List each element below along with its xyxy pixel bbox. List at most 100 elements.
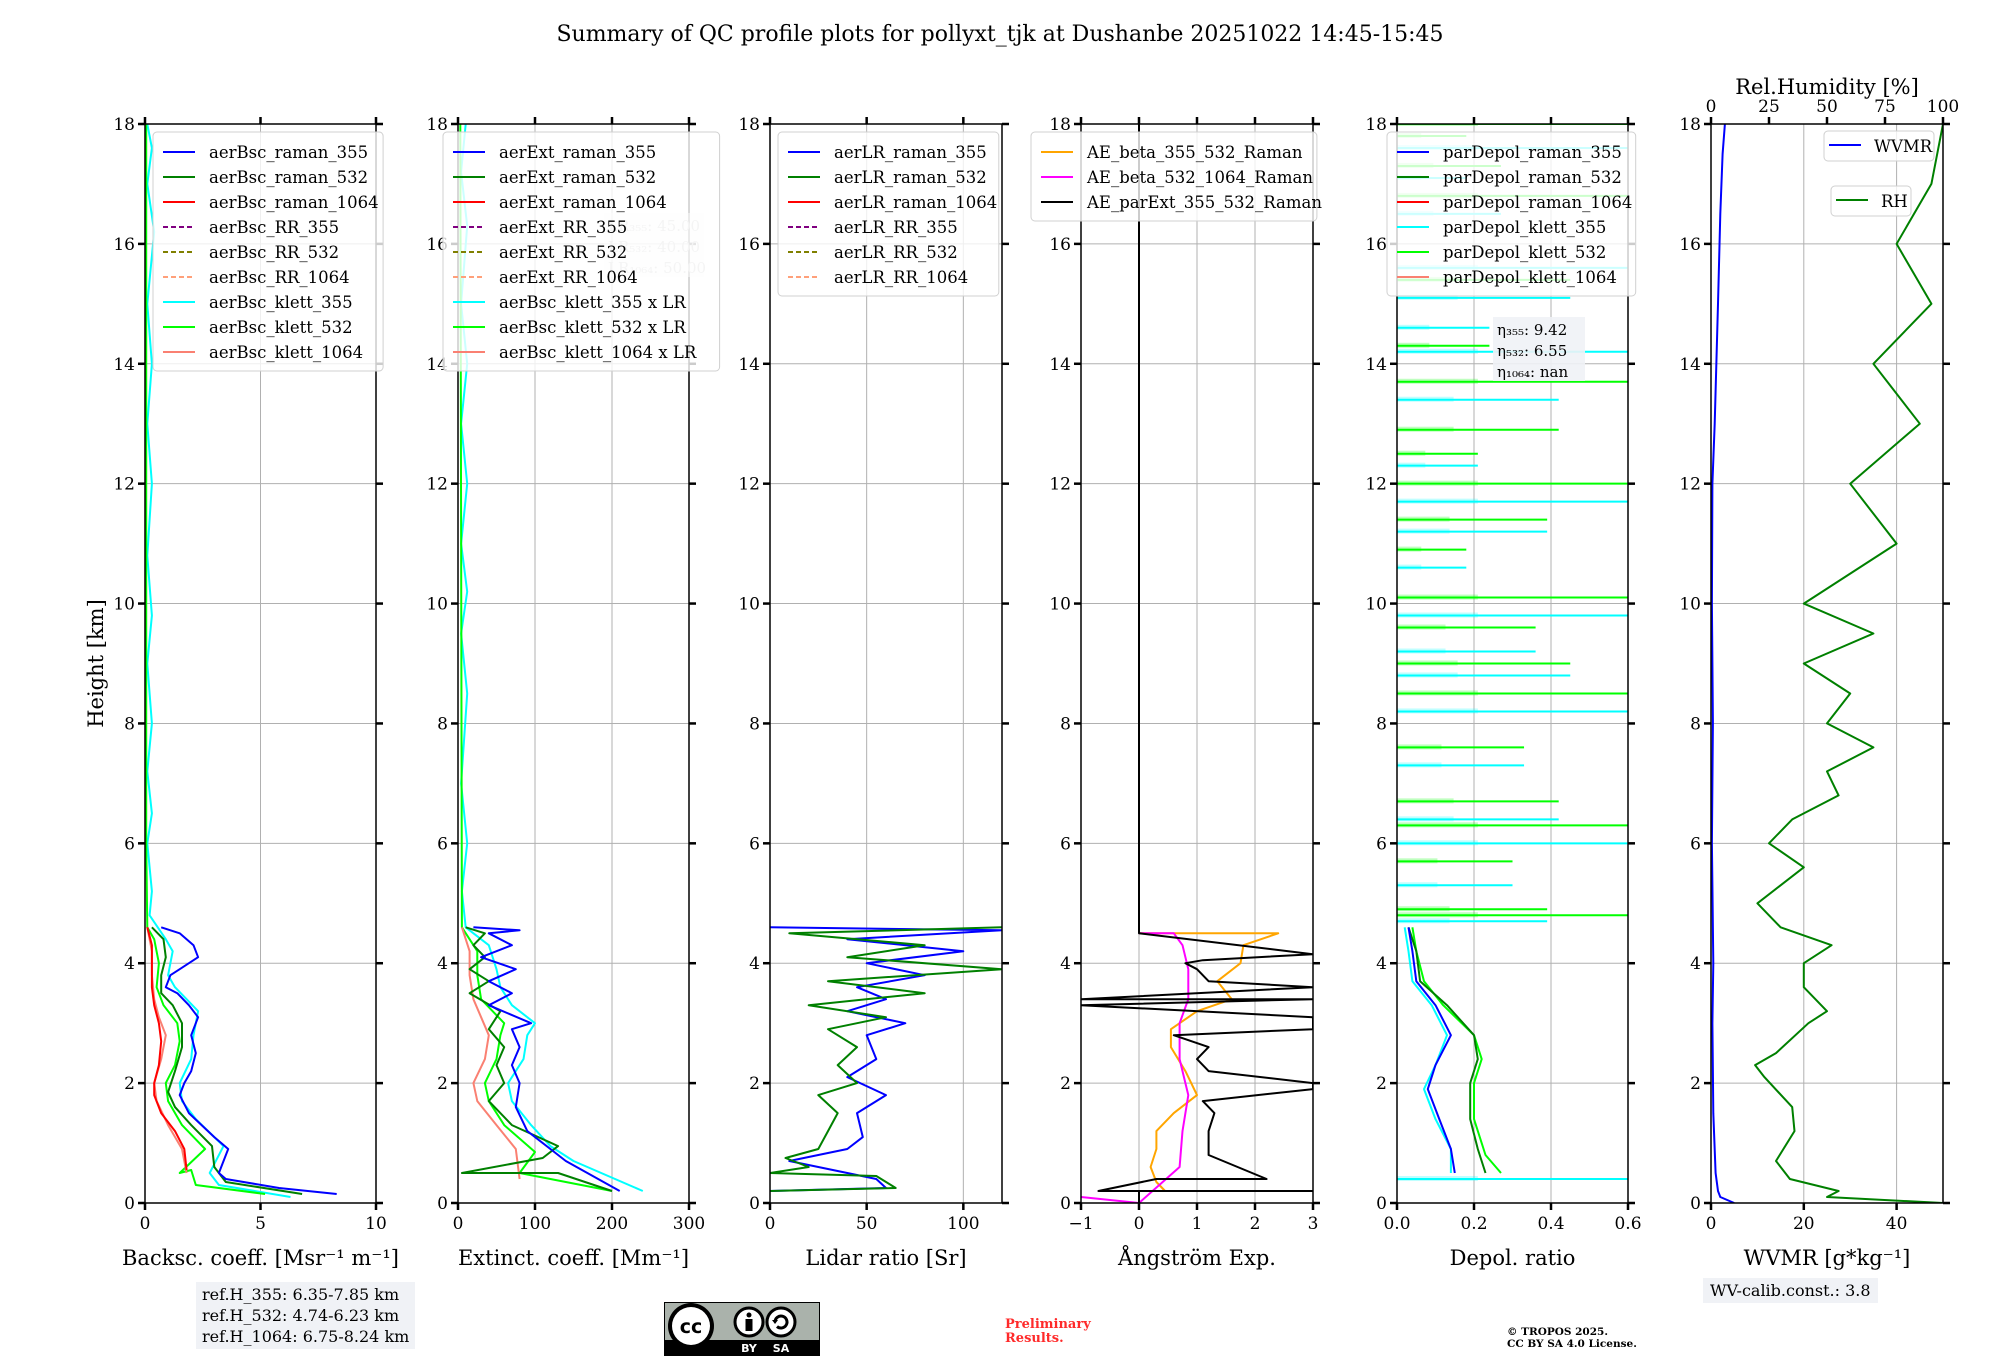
spike-shade-parDepol_klett_355 [1397,1176,1478,1182]
panel-lr: 0 2 4 6 8 10 12 14 16 18 0 50 100 Lidar ratio [Sr] aer… [738,115,1009,1270]
ref-height-1064: ref.H_1064: 6.75-8.24 km [202,1327,410,1346]
ytick-label: 6 [124,834,135,854]
legend-frame [1823,130,1935,162]
spike-shade-parDepol_klett_532 [1397,594,1478,600]
xtick-label: 0.6 [1614,1214,1641,1234]
series-WVMR [1711,124,1735,1203]
xtick-label: 0 [140,1214,151,1234]
legend-label: parDepol_klett_355 [1443,218,1606,237]
ytick-label: 18 [426,115,448,135]
series-aerBsc_raman_532 [151,926,303,1195]
xtick-label: 3 [1308,1214,1319,1234]
spike-shade-parDepol_klett_532 [1397,858,1438,864]
ytick-label: 4 [749,954,760,974]
spike-shade-parDepol_klett_532 [1397,546,1422,552]
x-axis-label: Backsc. coeff. [Msr⁻¹ m⁻¹] [122,1246,399,1270]
top-xtick-label: 75 [1874,97,1896,117]
ytick-label: 0 [1060,1194,1071,1214]
legend-label: aerExt_RR_355 [499,218,627,237]
spike-shade-parDepol_klett_532 [1397,378,1478,384]
ytick-label: 2 [1376,1074,1387,1094]
panel-depol: 0 2 4 6 8 10 12 14 16 18 0.0 0.2 0.4 0.6 Depol. ratio η… [1365,115,1641,1270]
ytick-label: 10 [738,595,760,615]
plot-area [459,124,644,1192]
spike-shade-parDepol_klett_355 [1397,648,1446,654]
series-aerBsc_raman_1064 [146,927,188,1171]
series-AE_parExt_355_532_Raman [1081,124,1313,1203]
spike-shade-parDepol_klett_532 [1397,426,1454,432]
axes-frame [457,123,690,1204]
series-aerBsc_klett_532 [145,124,266,1195]
xtick-label: 2 [1250,1214,1261,1234]
spike-shade-parDepol_klett_532 [1397,450,1426,456]
spike-shade-parDepol_klett_532 [1397,906,1450,912]
top-xtick-label: 50 [1816,97,1838,117]
ytick-label: 12 [1365,475,1387,495]
ytick-label: 12 [1049,475,1071,495]
legend-label: aerBsc_klett_355 x LR [499,293,686,312]
legend-frame [1830,185,1912,217]
legend-label: aerLR_raman_355 [834,143,987,162]
reference-height-box: ref.H_355: 6.35-7.85 km ref.H_532: 4.74-… [196,1282,416,1349]
copyright-line-2: CC BY SA 4.0 License. [1507,1338,1637,1350]
spike-shade-parDepol_klett_355 [1397,612,1478,618]
series-parDepol_klett_355 [1403,927,1452,1173]
ytick-label: 12 [1679,475,1701,495]
ytick-label: 12 [426,475,448,495]
axes-frame [1710,123,1944,1204]
series-AE_beta_532_1064_Raman [1081,932,1190,1203]
spike-shade-parDepol_klett_355 [1397,816,1454,822]
ytick-label: 2 [1060,1074,1071,1094]
spike-shade-parDepol_klett_532 [1397,690,1478,696]
ytick-label: 12 [113,475,135,495]
spike-shade-parDepol_klett_532 [1397,744,1442,750]
ytick-label: 4 [1690,954,1701,974]
ytick-label: 14 [738,355,760,375]
xtick-label: 0 [453,1214,464,1234]
x-axis-label: Lidar ratio [Sr] [805,1246,966,1270]
series-aerLR_raman_355 [770,926,1002,1192]
ytick-label: 14 [113,355,135,375]
legend-label: parDepol_raman_355 [1443,143,1622,162]
legend-frame [1030,131,1318,222]
legend-frame [1386,131,1637,297]
spike-shade-parDepol_klett_532 [1397,124,1478,126]
copyright-note: © TROPOS 2025. CC BY SA 4.0 License. [1507,1326,1637,1350]
ytick-label: 2 [437,1074,448,1094]
x-axis-label: Extinct. coeff. [Mm⁻¹] [458,1246,689,1270]
copyright-line-1: © TROPOS 2025. [1507,1326,1609,1338]
xtick-label: −1 [1068,1214,1093,1234]
xtick-label: 200 [596,1214,628,1234]
xtick-label: 0.2 [1460,1214,1487,1234]
ytick-label: 0 [1376,1194,1387,1214]
top-x-axis-label: Rel.Humidity [%] [1735,75,1919,99]
xtick-label: 0.0 [1383,1214,1410,1234]
legend-label: aerExt_raman_1064 [499,193,667,212]
top-xtick-label: 25 [1758,97,1780,117]
ytick-label: 6 [1060,834,1071,854]
ytick-label: 0 [1690,1194,1701,1214]
legend-label: aerBsc_raman_532 [209,168,368,187]
legend-wv: WVMR RH [1823,130,1935,217]
panel-bsc: 0 2 4 6 8 10 12 14 16 18 0 5 10 Backsc. coeff. [Msr⁻¹… [84,115,399,1270]
preliminary-line-1: Preliminary [1005,1317,1091,1332]
ytick-label: 8 [1060,714,1071,734]
ytick-label: 12 [738,475,760,495]
plot-area [1081,124,1313,1203]
spike-shade-parDepol_klett_532 [1397,822,1478,828]
ytick-label: 0 [437,1194,448,1214]
series-aerBsc_klett_355 [146,124,291,1198]
legend-label: aerLR_raman_1064 [834,193,997,212]
preliminary-results-note: Preliminary Results. [1005,1318,1091,1346]
x-axis-label: Ångström Exp. [1117,1245,1276,1270]
xtick-label: 100 [519,1214,551,1234]
spike-shade-parDepol_klett_532 [1397,480,1478,486]
spike-shade-parDepol_klett_355 [1397,708,1478,714]
top-xtick-label: 0 [1706,97,1717,117]
ytick-label: 10 [1365,595,1387,615]
spike-shade-parDepol_klett_355 [1397,396,1454,402]
xtick-label: 10 [365,1214,387,1234]
xtick-label: 20 [1793,1214,1815,1234]
legend-label: aerLR_RR_1064 [834,268,968,287]
